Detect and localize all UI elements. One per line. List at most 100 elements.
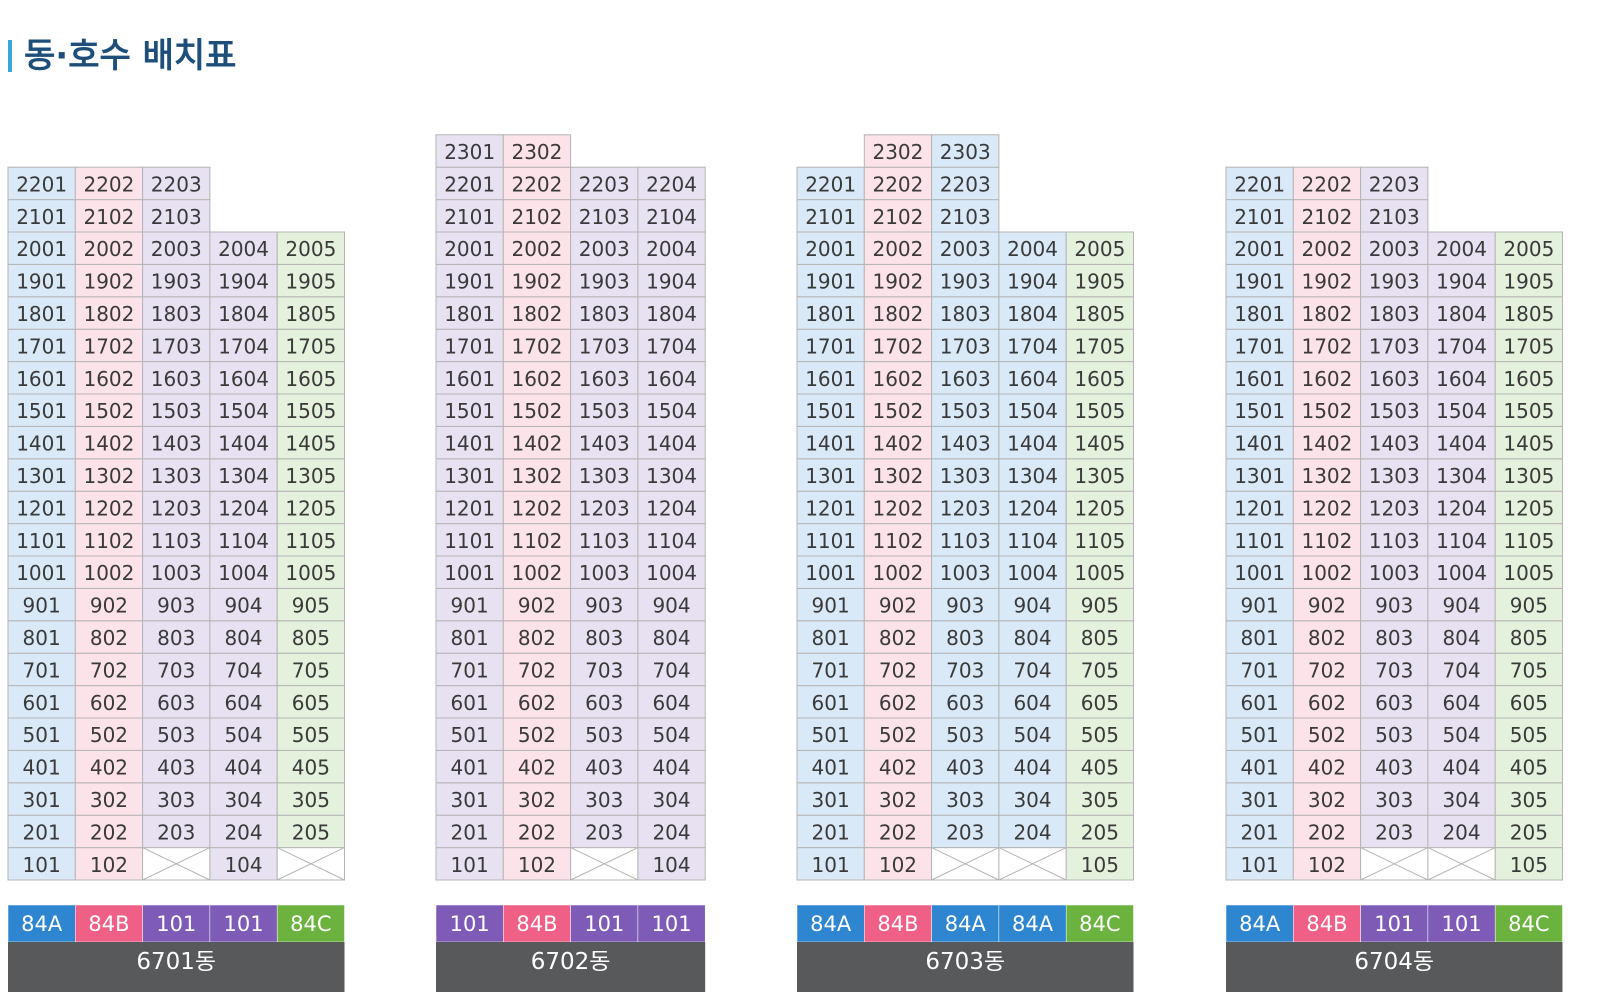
empty-cross [998, 847, 1067, 881]
unit-number: 1202 [872, 496, 923, 520]
unit-number: 1701 [16, 334, 67, 358]
unit-cell [7, 361, 76, 395]
unit-number: 2102 [872, 205, 923, 229]
unit-number: 801 [1241, 626, 1279, 650]
unit-cell [863, 328, 933, 363]
unit-cell [209, 296, 278, 330]
unit-cell [863, 782, 933, 816]
unit-number: 1501 [805, 399, 856, 423]
unit-number: 401 [23, 756, 61, 780]
unit-cell [863, 166, 933, 201]
unit-number: 2004 [1436, 237, 1487, 261]
unit-number: 305 [292, 788, 330, 812]
unit-cell [435, 587, 504, 622]
unit-cell [7, 847, 76, 881]
unit-number: 2001 [1234, 237, 1285, 261]
unit-cell [7, 717, 76, 751]
unit-cell [637, 555, 706, 589]
unit-cell [435, 847, 504, 881]
unit-cell [931, 328, 1000, 363]
unit-number: 1805 [285, 302, 336, 326]
unit-cell [502, 458, 572, 492]
unit-number: 2202 [872, 172, 923, 196]
unit-number: 904 [652, 594, 690, 618]
unit-number: 2004 [218, 237, 269, 261]
unit-cell [142, 749, 211, 784]
unit-cell [7, 490, 76, 525]
unit-number: 804 [224, 626, 262, 650]
unit-cell [1494, 296, 1563, 330]
unit-cell [209, 458, 278, 492]
unit-cell [209, 620, 278, 654]
unit-number: 1701 [805, 334, 856, 358]
unit-number: 1505 [1503, 399, 1554, 423]
unit-number: 302 [879, 788, 917, 812]
unit-cell [276, 814, 346, 849]
unit-cell [1360, 199, 1429, 233]
unit-cell [863, 263, 933, 298]
unit-number: 301 [1241, 788, 1279, 812]
unit-cell [7, 296, 76, 330]
unit-cell [1292, 361, 1362, 395]
unit-number: 2004 [1007, 237, 1058, 261]
unit-number: 904 [224, 594, 262, 618]
unit-number: 305 [1510, 788, 1548, 812]
unit-number: 1004 [1436, 561, 1487, 585]
unit-number: 202 [1308, 820, 1346, 844]
unit-number: 1902 [511, 270, 562, 294]
unit-number: 601 [1241, 691, 1279, 715]
unit-number: 602 [518, 691, 556, 715]
unit-number: 802 [518, 626, 556, 650]
unit-cell [74, 685, 144, 719]
unit-number: 1405 [1503, 432, 1554, 456]
unit-number: 1703 [579, 334, 630, 358]
unit-number: 1402 [511, 432, 562, 456]
unit-cell [931, 717, 1000, 751]
unit-number: 502 [518, 723, 556, 747]
unit-number: 1002 [511, 561, 562, 585]
unit-number: 302 [1308, 788, 1346, 812]
unit-number: 601 [451, 691, 489, 715]
unit-cell [1065, 652, 1134, 687]
unit-cell [570, 749, 639, 784]
unit-number: 2003 [151, 237, 202, 261]
unit-cell [502, 652, 572, 687]
unit-number: 805 [1081, 626, 1119, 650]
unit-number: 1302 [1301, 464, 1352, 488]
unit-number: 1002 [872, 561, 923, 585]
unit-number: 903 [585, 594, 623, 618]
unit-cell [863, 199, 933, 233]
unit-number: 901 [1241, 594, 1279, 618]
unit-number: 1503 [1369, 399, 1420, 423]
unit-number: 1004 [646, 561, 697, 585]
unit-number: 202 [518, 820, 556, 844]
unit-number: 2201 [444, 172, 495, 196]
unit-cell [863, 458, 933, 492]
unit-cell [1360, 555, 1429, 589]
unit-number: 802 [879, 626, 917, 650]
unit-number: 1204 [1436, 496, 1487, 520]
unit-cell [570, 393, 639, 427]
type-cell [864, 904, 932, 943]
unit-number: 1703 [1369, 334, 1420, 358]
unit-number: 604 [1442, 691, 1480, 715]
unit-number: 1804 [218, 302, 269, 326]
unit-number: 1202 [1301, 496, 1352, 520]
unit-cell [1065, 296, 1134, 330]
unit-cell [1065, 393, 1134, 427]
unit-cell [209, 263, 278, 298]
unit-number: 1604 [1436, 367, 1487, 391]
unit-number: 1402 [83, 432, 134, 456]
unit-cell [74, 814, 144, 849]
unit-cell [276, 652, 346, 687]
unit-number: 2004 [646, 237, 697, 261]
type-label: 84B [877, 912, 918, 936]
unit-number: 602 [1308, 691, 1346, 715]
unit-cell [74, 263, 144, 298]
unit-number: 2003 [579, 237, 630, 261]
unit-number: 1202 [511, 496, 562, 520]
unit-cell [1225, 685, 1294, 719]
unit-cell [1360, 263, 1429, 298]
unit-number: 104 [224, 853, 262, 877]
unit-cell [796, 717, 865, 751]
